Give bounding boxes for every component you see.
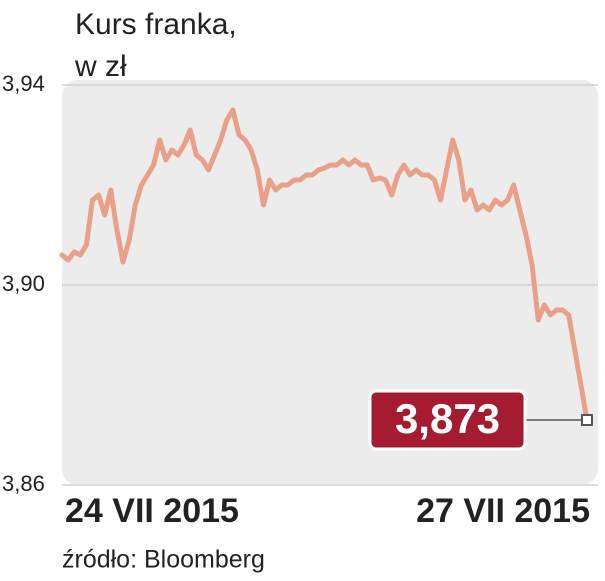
end-marker <box>581 414 593 426</box>
line <box>59 107 590 423</box>
x-tick-label: 24 VII 2015 <box>65 492 239 530</box>
value-label: 3,873 <box>395 395 500 442</box>
chart-title: Kurs franka, <box>75 8 237 41</box>
value-label-box <box>368 389 527 451</box>
x-tick-label: 27 VII 2015 <box>416 492 590 530</box>
y-tick-label: 3,90 <box>2 271 45 296</box>
chart-title: w zł <box>74 50 127 83</box>
y-tick-label: 3,86 <box>2 471 45 496</box>
source: źródło: Bloomberg <box>62 546 265 574</box>
y-tick-label: 3,94 <box>2 71 45 96</box>
